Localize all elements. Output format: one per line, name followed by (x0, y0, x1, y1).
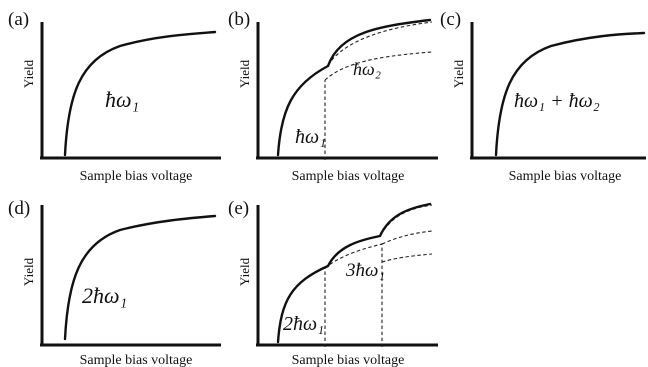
sum-dashed (383, 204, 433, 231)
x-axis-label: Sample bias voltage (80, 353, 193, 367)
annotation-2hw1: 2ħω₁ (283, 313, 324, 335)
annotation-hw1: ħω₁ (105, 87, 139, 112)
annotation-2hw1: 2ħω₁ (82, 283, 127, 308)
yield-curve (63, 30, 217, 157)
x-axis-label: Sample bias voltage (509, 169, 622, 184)
panel-b: (b) Yield Sample bias voltage ħω₁ ħω₂ (228, 9, 438, 184)
3hw1-component-dashed (324, 243, 383, 347)
panel-d: (d) Yield Sample bias voltage 2ħω₁ (8, 198, 221, 367)
y-axis-label: Yield (451, 59, 466, 88)
3hw1-tail-dashed (381, 253, 433, 263)
panel-c: (c) Yield Sample bias voltage ħω₁ + ħω₂ (440, 9, 646, 184)
x-axis-label: Sample bias voltage (292, 353, 405, 367)
annotation-hw2: ħω₂ (353, 59, 381, 79)
sum-dashed (327, 21, 433, 66)
y-axis-label: Yield (21, 257, 36, 286)
hw2-component-dashed (324, 51, 433, 81)
x-axis-label: Sample bias voltage (80, 169, 193, 184)
panel-tag: (d) (8, 198, 30, 219)
yield-curve (494, 31, 646, 157)
y-axis-label: Yield (237, 59, 252, 88)
panel-tag: (e) (228, 198, 249, 219)
yield-curve (276, 18, 432, 157)
annotation-3hw1: 3ħω₁ (345, 260, 385, 281)
annotation-hw1: ħω₁ (295, 126, 326, 148)
panel-tag: (c) (440, 9, 461, 30)
panel-tag: (b) (228, 9, 250, 30)
panel-a: (a) Yield Sample bias voltage ħω₁ (8, 9, 221, 184)
step-2-dashed (381, 230, 433, 245)
y-axis-label: Yield (21, 59, 36, 88)
yield-curve (276, 202, 432, 344)
annotation-hw1-plus-hw2: ħω₁ + ħω₂ (514, 90, 600, 112)
yield-curve (63, 214, 217, 341)
y-axis-label: Yield (237, 257, 252, 286)
panel-e: (e) Yield Sample bias voltage 2ħω₁ 3ħω₁ (228, 198, 438, 367)
x-axis-label: Sample bias voltage (292, 169, 405, 184)
panel-tag: (a) (8, 9, 29, 30)
